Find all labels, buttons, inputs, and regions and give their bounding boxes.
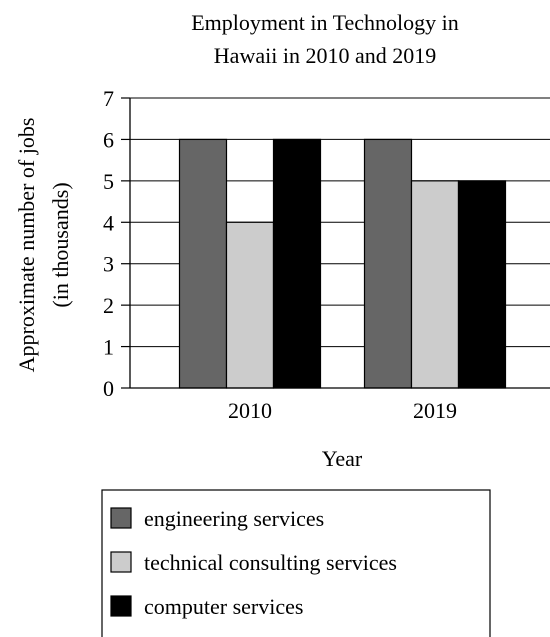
- y-tick-label: 1: [103, 335, 114, 360]
- bar-technical-consulting-services-2019: [410, 180, 460, 389]
- legend-label: technical consulting services: [144, 550, 397, 575]
- bar-technical-consulting-services-2010: [225, 221, 275, 389]
- y-tick-label: 6: [103, 127, 114, 152]
- legend-swatch: [110, 595, 132, 617]
- y-tick-label: 7: [103, 86, 114, 111]
- y-tick-labels: 0 1 2 3 4 5 6 7: [103, 86, 114, 401]
- legend-swatch: [110, 551, 132, 573]
- axes: [121, 97, 550, 389]
- legend-box: [101, 489, 491, 637]
- y-tick-label: 2: [103, 293, 114, 318]
- x-axis-label: Year: [322, 446, 363, 471]
- bar-engineering-services-2010: [178, 138, 228, 389]
- chart-title: Employment in Technology in Hawaii in 20…: [191, 10, 459, 68]
- y-tick-label: 0: [103, 376, 114, 401]
- chart-title-line-2: Hawaii in 2010 and 2019: [214, 43, 436, 68]
- x-tick-labels: 2010 2019: [228, 398, 457, 423]
- y-tick-label: 3: [103, 252, 114, 277]
- y-tick-label: 4: [103, 210, 114, 235]
- y-tick-label: 5: [103, 169, 114, 194]
- legend-label: engineering services: [144, 506, 324, 531]
- chart-title-line-1: Employment in Technology in: [191, 10, 459, 35]
- y-axis-label-line-2: (in thousands): [48, 182, 73, 307]
- bar-computer-services-2010: [272, 138, 322, 389]
- x-tick-label: 2019: [413, 398, 457, 423]
- x-tick-label: 2010: [228, 398, 272, 423]
- y-axis-label: Approximate number of jobs (in thousands…: [14, 118, 73, 373]
- legend: engineering services technical consulting…: [101, 489, 491, 637]
- legend-label: computer services: [144, 594, 303, 619]
- legend-items: engineering services technical consulting…: [110, 506, 397, 619]
- bar-engineering-services-2019: [363, 138, 413, 389]
- bar-computer-services-2019: [457, 180, 507, 389]
- y-axis-label-line-1: Approximate number of jobs: [14, 118, 39, 373]
- legend-swatch: [110, 507, 132, 529]
- bars: [178, 138, 507, 389]
